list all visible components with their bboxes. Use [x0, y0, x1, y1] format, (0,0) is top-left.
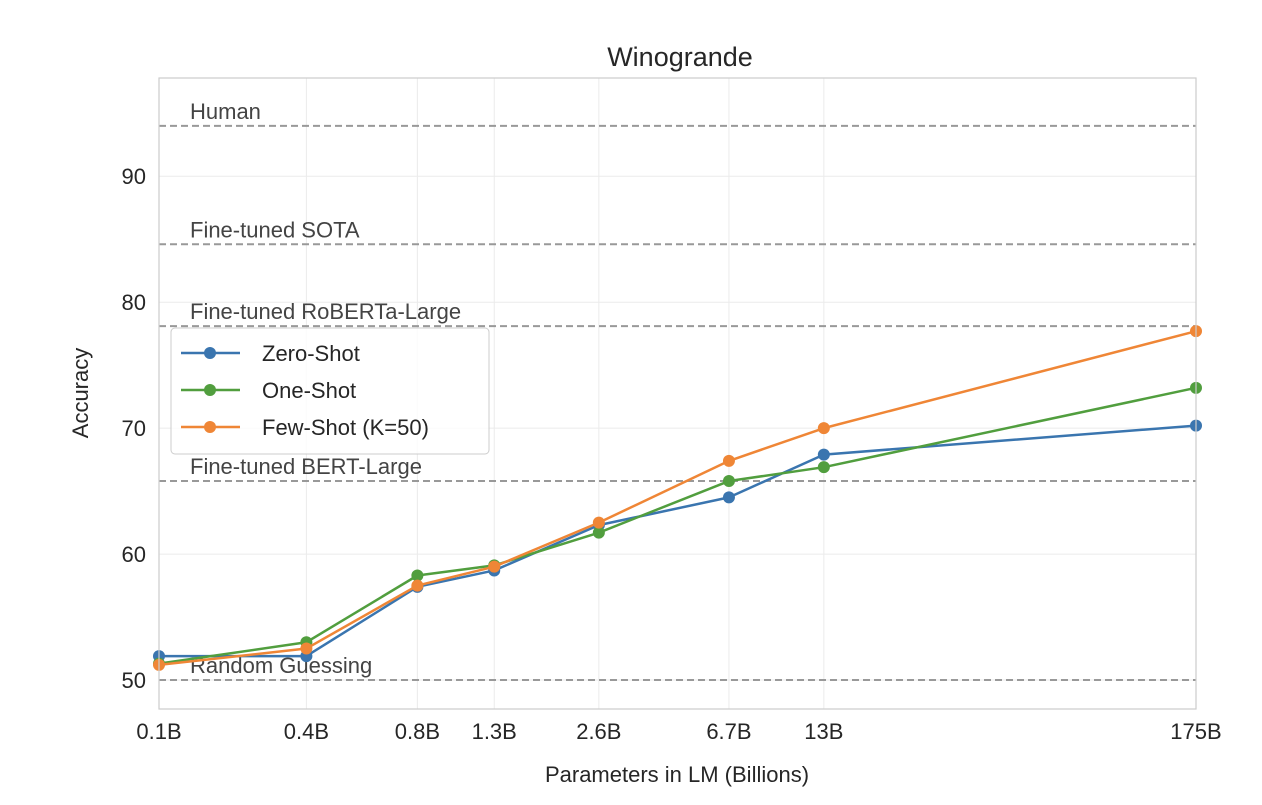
- y-tick-label: 70: [122, 416, 146, 441]
- y-tick-label: 80: [122, 290, 146, 315]
- data-point: [411, 569, 424, 582]
- series-line: [158, 386, 1197, 665]
- x-tick-label: 0.4B: [284, 719, 329, 744]
- x-tick-label: 2.6B: [576, 719, 621, 744]
- x-tick-label: 1.3B: [472, 719, 517, 744]
- data-point: [817, 448, 830, 461]
- data-point: [722, 475, 735, 488]
- x-tick-label: 13B: [804, 719, 843, 744]
- x-tick-label: 0.1B: [136, 719, 181, 744]
- data-point: [817, 461, 830, 474]
- data-point: [488, 560, 501, 573]
- legend-entry-label: Few-Shot (K=50): [262, 415, 429, 440]
- data-point: [817, 422, 830, 435]
- x-tick-label: 0.8B: [395, 719, 440, 744]
- y-axis-label: Accuracy: [68, 348, 93, 438]
- x-tick-label: 175B: [1170, 719, 1221, 744]
- legend: Zero-Shot One-Shot Few-Shot (K=50): [170, 327, 490, 455]
- data-point: [722, 454, 735, 467]
- legend-swatch-marker: [204, 421, 216, 433]
- y-tick-label: 90: [122, 164, 146, 189]
- data-point: [592, 516, 605, 529]
- reference-line-label: Fine-tuned SOTA: [190, 217, 360, 242]
- data-series: [153, 325, 1202, 671]
- data-point: [411, 579, 424, 592]
- y-tick-labels: 50 60 70 80 90: [122, 164, 146, 693]
- legend-entry-label: One-Shot: [262, 378, 356, 403]
- data-point: [592, 526, 605, 539]
- legend-swatch-marker: [204, 384, 216, 396]
- data-point: [722, 491, 735, 504]
- y-tick-label: 50: [122, 668, 146, 693]
- legend-swatch-marker: [204, 347, 216, 359]
- reference-lines: Human Fine-tuned SOTA Fine-tuned RoBERTa-L…: [159, 99, 1196, 682]
- plot-frame: [158, 77, 1197, 710]
- chart-title: Winogrande: [607, 42, 753, 72]
- reference-line-label: Fine-tuned RoBERTa-Large: [190, 299, 461, 324]
- x-tick-label: 6.7B: [706, 719, 751, 744]
- series-line: [158, 329, 1197, 667]
- reference-line-label: Human: [190, 99, 261, 124]
- legend-entry-label: Zero-Shot: [262, 341, 360, 366]
- y-tick-label: 60: [122, 542, 146, 567]
- reference-line-label: Fine-tuned BERT-Large: [190, 454, 422, 479]
- x-tick-labels: 0.1B 0.4B 0.8B 1.3B 2.6B 6.7B 13B 175B: [136, 719, 1221, 744]
- data-point: [300, 642, 313, 655]
- legend-box: [170, 327, 490, 455]
- x-axis-label: Parameters in LM (Billions): [545, 762, 809, 787]
